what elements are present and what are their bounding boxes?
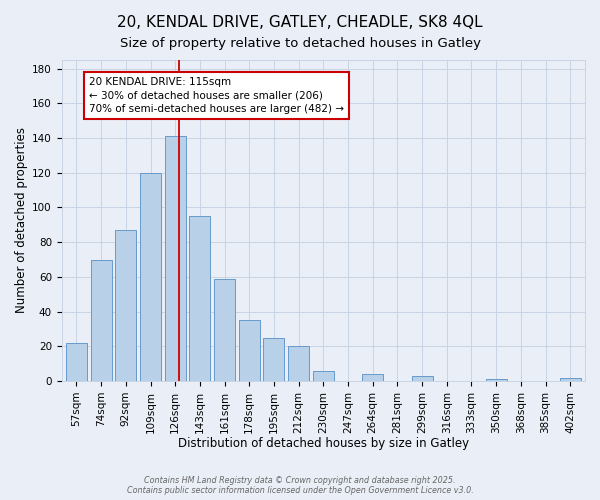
Y-axis label: Number of detached properties: Number of detached properties: [15, 128, 28, 314]
Text: Contains HM Land Registry data © Crown copyright and database right 2025.
Contai: Contains HM Land Registry data © Crown c…: [127, 476, 473, 495]
Bar: [560, 378, 581, 381]
Bar: [313, 370, 334, 381]
Text: Size of property relative to detached houses in Gatley: Size of property relative to detached ho…: [119, 38, 481, 51]
Text: 20, KENDAL DRIVE, GATLEY, CHEADLE, SK8 4QL: 20, KENDAL DRIVE, GATLEY, CHEADLE, SK8 4…: [117, 15, 483, 30]
Bar: [239, 320, 260, 381]
Bar: [190, 216, 211, 381]
Bar: [263, 338, 284, 381]
Text: 20 KENDAL DRIVE: 115sqm
← 30% of detached houses are smaller (206)
70% of semi-d: 20 KENDAL DRIVE: 115sqm ← 30% of detache…: [89, 78, 344, 114]
X-axis label: Distribution of detached houses by size in Gatley: Distribution of detached houses by size …: [178, 437, 469, 450]
Bar: [412, 376, 433, 381]
Bar: [66, 343, 87, 381]
Bar: [91, 260, 112, 381]
Bar: [214, 278, 235, 381]
Bar: [115, 230, 136, 381]
Bar: [288, 346, 309, 381]
Bar: [362, 374, 383, 381]
Bar: [165, 136, 185, 381]
Bar: [140, 173, 161, 381]
Bar: [485, 380, 506, 381]
